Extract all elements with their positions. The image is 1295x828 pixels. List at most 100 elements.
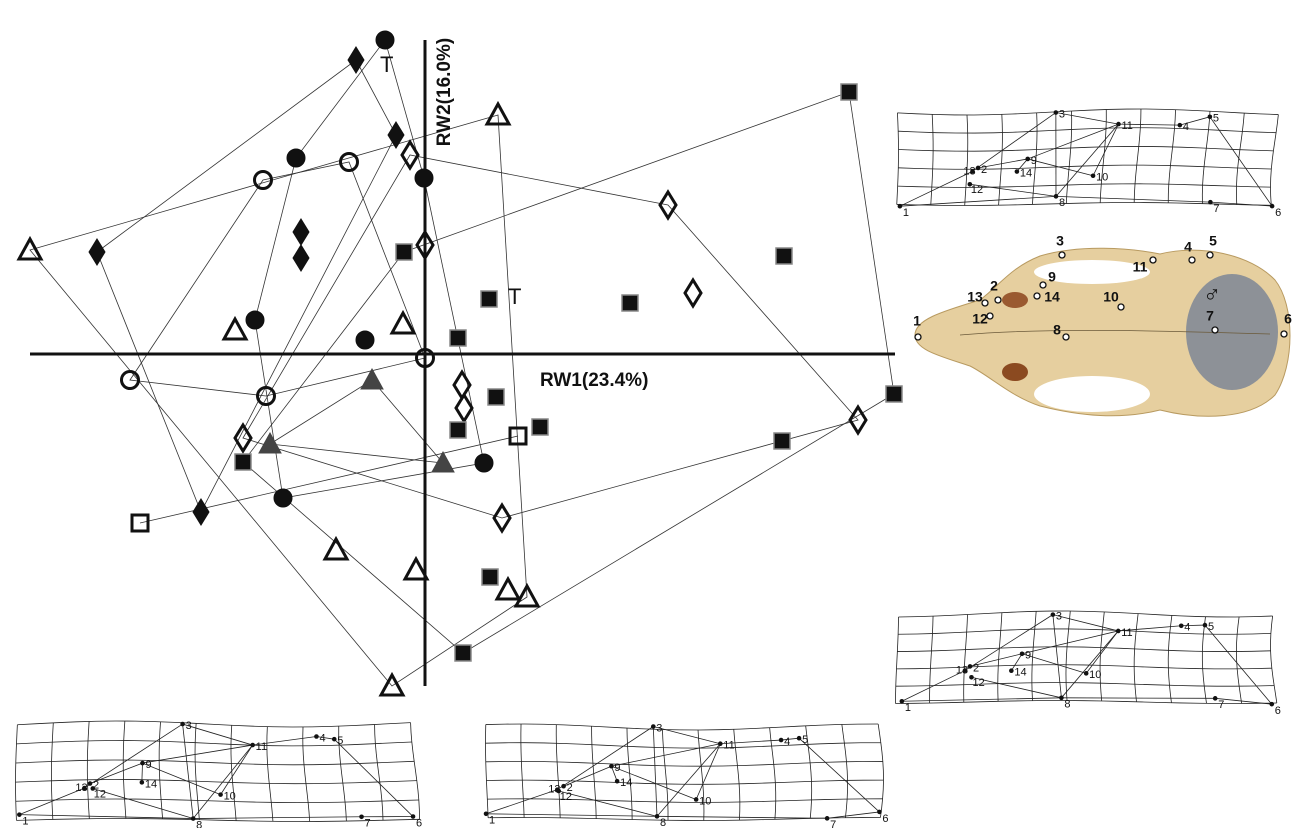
landmark-dot bbox=[140, 760, 145, 766]
marker bbox=[454, 392, 474, 424]
landmark-label: 11 bbox=[1122, 120, 1133, 132]
landmark-label: 9 bbox=[1048, 269, 1056, 285]
suture bbox=[959, 329, 1271, 336]
group-outline bbox=[268, 379, 444, 464]
landmark-dot bbox=[1115, 628, 1121, 634]
grid-line bbox=[16, 818, 420, 822]
landmark-label: 8 bbox=[1059, 197, 1065, 209]
orbit bbox=[1002, 292, 1028, 308]
landmark-dot bbox=[970, 169, 975, 174]
marker bbox=[292, 218, 310, 246]
grid-line bbox=[338, 726, 347, 822]
marker bbox=[192, 498, 210, 526]
marker bbox=[449, 421, 467, 439]
grid-line bbox=[410, 722, 420, 820]
landmark-link bbox=[899, 170, 973, 207]
landmark-link bbox=[142, 744, 253, 764]
landmark-link bbox=[827, 811, 880, 819]
grid-line bbox=[896, 202, 1272, 206]
landmark-label: 13 bbox=[75, 782, 87, 794]
landmark-dot bbox=[899, 698, 905, 704]
landmark-label: 11 bbox=[256, 741, 267, 753]
landmark-label: 4 bbox=[1184, 239, 1192, 255]
landmark-link bbox=[485, 789, 558, 815]
landmark-dot bbox=[1062, 333, 1070, 341]
grid-line bbox=[302, 726, 311, 822]
marker bbox=[88, 238, 106, 266]
landmark-dot bbox=[190, 816, 196, 821]
marker bbox=[775, 247, 793, 265]
grid-line bbox=[230, 725, 237, 821]
marker bbox=[400, 139, 420, 171]
grid-line bbox=[998, 114, 1003, 206]
landmark-link bbox=[720, 739, 782, 745]
grid-line bbox=[898, 164, 1272, 170]
grid-line bbox=[487, 798, 883, 803]
landmark-label: 3 bbox=[1056, 233, 1064, 249]
landmark-link bbox=[1118, 123, 1180, 126]
marker bbox=[389, 309, 417, 335]
grid-line bbox=[895, 616, 899, 704]
grid-line bbox=[895, 700, 1277, 704]
landmark-label: 1 bbox=[489, 815, 495, 827]
landmark-dot bbox=[1269, 701, 1275, 707]
landmark-dot bbox=[1116, 121, 1121, 127]
grid-line bbox=[1201, 111, 1211, 204]
landmark-link bbox=[1055, 112, 1119, 125]
marker bbox=[773, 432, 791, 450]
landmark-dot bbox=[1212, 696, 1218, 701]
landmark-dot bbox=[82, 785, 87, 791]
landmark-label: 5 bbox=[1208, 621, 1214, 633]
landmark-link bbox=[252, 736, 317, 746]
grid-line bbox=[485, 724, 489, 818]
grid-line bbox=[1167, 109, 1176, 203]
marker bbox=[233, 422, 253, 454]
marker bbox=[120, 370, 140, 390]
marker bbox=[256, 386, 276, 406]
marker bbox=[454, 644, 472, 662]
landmark-dot bbox=[1211, 326, 1219, 334]
landmark-link bbox=[972, 112, 1057, 172]
landmark-label: 3 bbox=[1059, 108, 1065, 120]
landmark-label: 8 bbox=[1053, 322, 1061, 338]
landmark-label: 12 bbox=[971, 184, 983, 196]
landmark-label: 14 bbox=[145, 778, 157, 790]
landmark-label: 10 bbox=[699, 795, 711, 807]
landmark-dot bbox=[778, 737, 784, 743]
landmark-link bbox=[1061, 697, 1216, 699]
grid-line bbox=[1167, 615, 1173, 703]
landmark-label: 13 bbox=[956, 664, 968, 676]
marker bbox=[415, 229, 435, 261]
grid-line bbox=[897, 108, 1279, 116]
marker bbox=[513, 582, 541, 608]
marker bbox=[402, 555, 430, 581]
landmark-label: 4 bbox=[1183, 121, 1189, 133]
landmark-link bbox=[220, 744, 253, 795]
grid-line bbox=[122, 720, 127, 819]
landmark-label: 14 bbox=[1014, 667, 1026, 679]
marker bbox=[347, 46, 365, 74]
marker bbox=[355, 330, 375, 350]
marker bbox=[683, 277, 703, 309]
landmark-dot bbox=[897, 203, 903, 209]
landmark-dot bbox=[609, 763, 614, 769]
landmark-dot bbox=[1039, 281, 1047, 289]
landmark-dot bbox=[981, 299, 989, 307]
marker bbox=[658, 189, 678, 221]
plot: RW1(23.4%) RW2(16.0%) T T bbox=[16, 30, 903, 697]
group-outline bbox=[129, 161, 426, 397]
marker bbox=[487, 388, 505, 406]
grid-line bbox=[1133, 613, 1139, 702]
landmark-link bbox=[1179, 116, 1210, 126]
landmark-dot bbox=[654, 814, 660, 819]
grid-line bbox=[374, 724, 384, 821]
landmark-link bbox=[901, 670, 966, 702]
marker bbox=[840, 83, 858, 101]
grid-line bbox=[929, 616, 934, 704]
landmark-label: 1 bbox=[913, 313, 921, 329]
landmark-dot bbox=[962, 668, 968, 673]
marker bbox=[395, 243, 413, 261]
landmark-dot bbox=[1280, 330, 1288, 338]
